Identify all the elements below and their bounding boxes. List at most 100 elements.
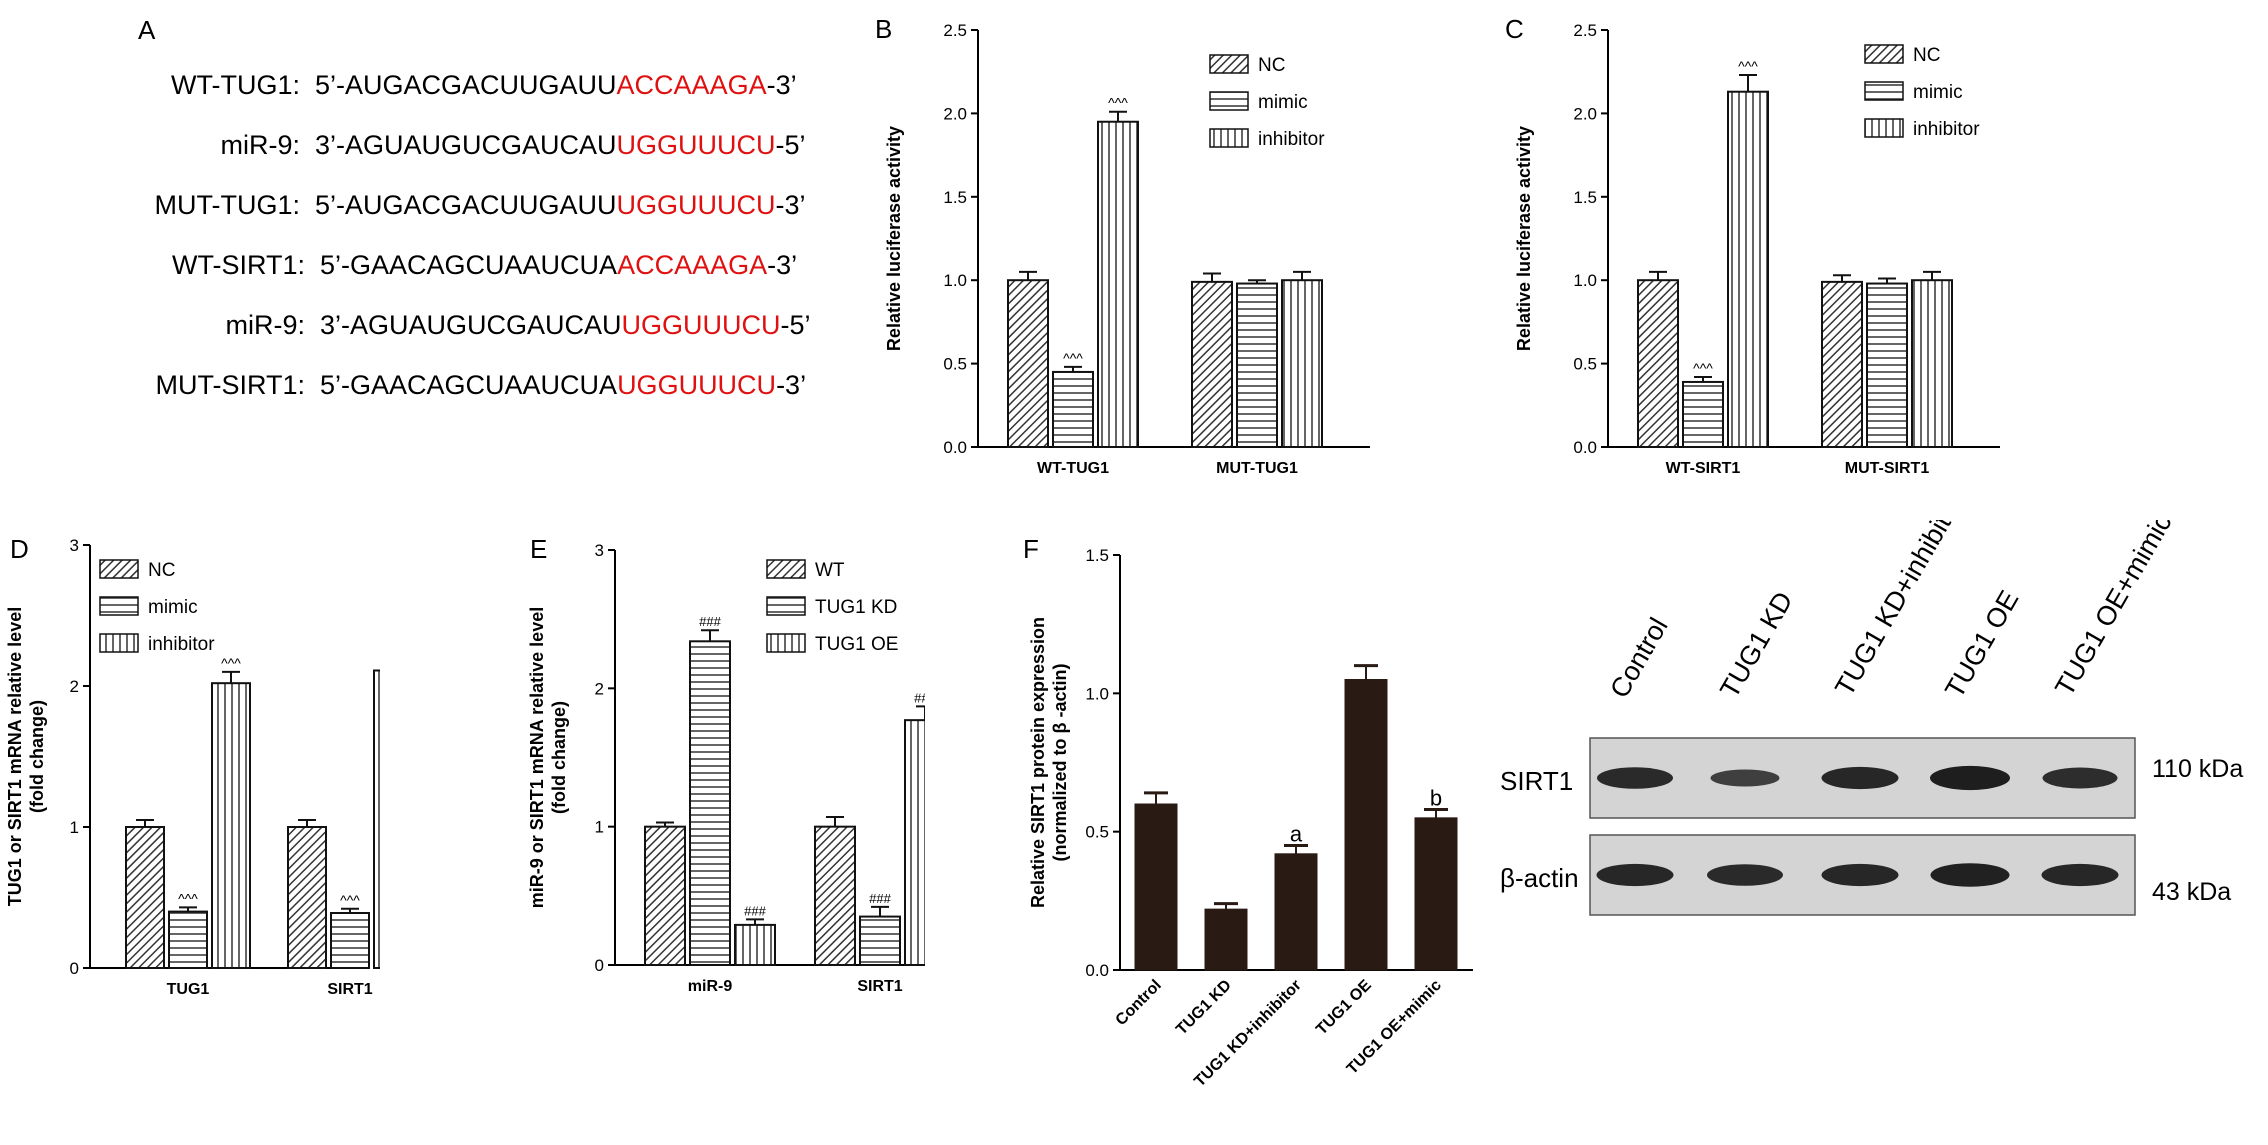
sequence-text: 3’-AGUAUGUCGAUCAUUGGUUUCU-5’	[305, 310, 811, 340]
sequence-suffix: -5’	[780, 310, 811, 340]
y-tick-label: 1.0	[943, 271, 967, 290]
x-tick-label: MUT-TUG1	[1216, 460, 1298, 477]
x-tick-label: TUG1	[167, 981, 210, 998]
bar	[814, 825, 856, 966]
legend-label: mimic	[1913, 82, 1963, 103]
y-tick-label: 3	[70, 536, 79, 555]
bar	[859, 915, 901, 967]
bar	[168, 910, 208, 970]
y-tick-label: 2	[70, 677, 79, 696]
x-tick-label: WT-TUG1	[1037, 460, 1109, 477]
lane-label: TUG1 KD	[1714, 587, 1798, 703]
bar	[904, 719, 946, 966]
legend-label: inhibitor	[1913, 119, 1980, 140]
sequence-label: miR-9:	[220, 130, 301, 160]
significance-mark: ^^^	[1108, 95, 1128, 111]
sequence-suffix: -3’	[776, 370, 807, 400]
lane-label: TUG1 OE+mimic	[2049, 520, 2177, 701]
bar	[1682, 380, 1724, 448]
chart-e: E 0 1 2 3 miR-9 or SIRT1 mRNA relative level(…	[525, 520, 946, 1010]
y-tick-label: 3	[595, 541, 604, 560]
chart-b-svg: B 0.0 0.5 1.0 1.5 2.0 2.5 Relative luciferase a…	[875, 14, 1370, 477]
significance-mark: ###	[699, 614, 721, 629]
western-blot: Control TUG1 KD TUG1 KD+inhibitor TUG1 OE TU…	[1480, 489, 2268, 1020]
sequence-prefix: 5’-AUGACGACUUGAUU	[300, 190, 617, 220]
sequence-suffix: -3’	[766, 70, 797, 100]
y-tick-label: 1.0	[1085, 684, 1109, 703]
blot-row-label: SIRT1	[1500, 766, 1573, 796]
y-axis-label-line: (fold change)	[27, 700, 47, 813]
sequence-prefix: 3’-AGUAUGUCGAUCAU	[300, 130, 617, 160]
sequence-label: MUT-TUG1:	[154, 190, 301, 220]
bar	[287, 826, 327, 969]
x-tick-label: TUG1 OE	[1313, 977, 1375, 1039]
blot-size-label: 110 kDa	[2152, 755, 2243, 783]
legend-label: NC	[1913, 45, 1940, 66]
panel-a: A WT-TUG1: 5’-AUGACGACUUGAUUACCAAAGA-3’ m…	[0, 0, 880, 480]
sequence-highlight: UGGUUUCU	[621, 310, 781, 340]
y-tick-label: 1	[70, 818, 79, 837]
bar	[1866, 282, 1908, 449]
sequence-label: miR-9:	[225, 310, 306, 340]
blot-band	[1597, 767, 1673, 789]
legend-label: NC	[148, 560, 175, 581]
significance-mark: a	[1290, 822, 1303, 847]
blot-band	[1596, 863, 1674, 887]
y-tick-label: 1	[595, 818, 604, 837]
bar	[689, 640, 731, 967]
sequence-prefix: 5’-AUGACGACUUGAUU	[300, 70, 617, 100]
legend-swatch	[99, 633, 139, 653]
chart-e-svg: E 0 1 2 3 miR-9 or SIRT1 mRNA relative level(…	[527, 534, 946, 995]
significance-mark: ^^^	[1738, 58, 1758, 74]
y-tick-label: 2.0	[1573, 104, 1597, 123]
legend-swatch	[1864, 118, 1904, 138]
sequence-row: MUT-TUG1: 5’-AUGACGACUUGAUUUGGUUUCU-3’	[110, 190, 806, 221]
x-tick-label: WT-SIRT1	[1666, 460, 1741, 477]
blot-band	[2042, 767, 2118, 789]
bar	[1274, 853, 1318, 971]
significance-mark: ^^^	[221, 655, 241, 671]
bar	[1097, 120, 1139, 449]
legend-label: NC	[1258, 55, 1285, 76]
bar	[1821, 280, 1863, 449]
y-axis-label: Relative luciferase activity	[1514, 126, 1534, 351]
sequence-highlight: UGGUUUCU	[616, 130, 776, 160]
y-tick-label: 1.5	[1573, 188, 1597, 207]
legend-swatch	[99, 596, 139, 616]
bar	[1281, 279, 1323, 449]
bar	[1007, 279, 1049, 449]
y-tick-label: 1.5	[943, 188, 967, 207]
sequence-highlight: ACCAAAGA	[617, 250, 768, 280]
legend-swatch	[1864, 44, 1904, 64]
y-tick-label: 0	[595, 956, 604, 975]
legend-swatch	[1209, 54, 1249, 74]
significance-mark: b	[1430, 786, 1442, 811]
sequence-label: MUT-SIRT1:	[155, 370, 305, 400]
blot-band	[1821, 863, 1899, 887]
y-tick-label: 2.0	[943, 104, 967, 123]
chart-b: B 0.0 0.5 1.0 1.5 2.0 2.5 Relative luciferase a…	[870, 0, 1390, 480]
bar	[1191, 280, 1233, 449]
y-axis-label: Relative SIRT1 protein expression (normal…	[1028, 617, 1070, 908]
y-tick-label: 1.5	[1085, 546, 1109, 565]
x-tick-label: miR-9	[688, 978, 733, 995]
blot-band	[1930, 863, 2010, 887]
chart-f: F 0.0 0.5 1.0 1.5 Relative SIRT1 protein expr…	[1018, 520, 1488, 1140]
y-axis-label-line: miR-9 or SIRT1 mRNA relative level	[527, 607, 547, 908]
x-tick-label: MUT-SIRT1	[1845, 460, 1930, 477]
sequence-row: miR-9: 3’-AGUAUGUCGAUCAUUGGUUUCU-5’	[110, 310, 811, 341]
x-tick-label: Control	[1113, 977, 1165, 1029]
bar	[1414, 817, 1458, 971]
panel-letter: B	[875, 14, 892, 44]
sequence-text: 5’-GAACAGCUAAUCUAACCAAAGA-3’	[305, 250, 797, 280]
chart-c-svg: C 0.0 0.5 1.0 1.5 2.0 2.5 Relative luciferase a…	[1505, 14, 2000, 477]
legend-label: mimic	[1258, 92, 1308, 113]
bar	[1911, 279, 1953, 449]
chart-d-svg: D 0 1 2 3 TUG1 or SIRT1 mRNA relative level (f…	[5, 534, 413, 998]
chart-c: C 0.0 0.5 1.0 1.5 2.0 2.5 Relative luciferase a…	[1500, 0, 2020, 480]
sequence-text: 3’-AGUAUGUCGAUCAUUGGUUUCU-5’	[300, 130, 806, 160]
y-tick-label: 0.0	[1085, 961, 1109, 980]
x-tick-label: SIRT1	[327, 981, 372, 998]
x-tick-label: TUG1 KD	[1173, 977, 1235, 1039]
legend-swatch	[99, 559, 139, 579]
